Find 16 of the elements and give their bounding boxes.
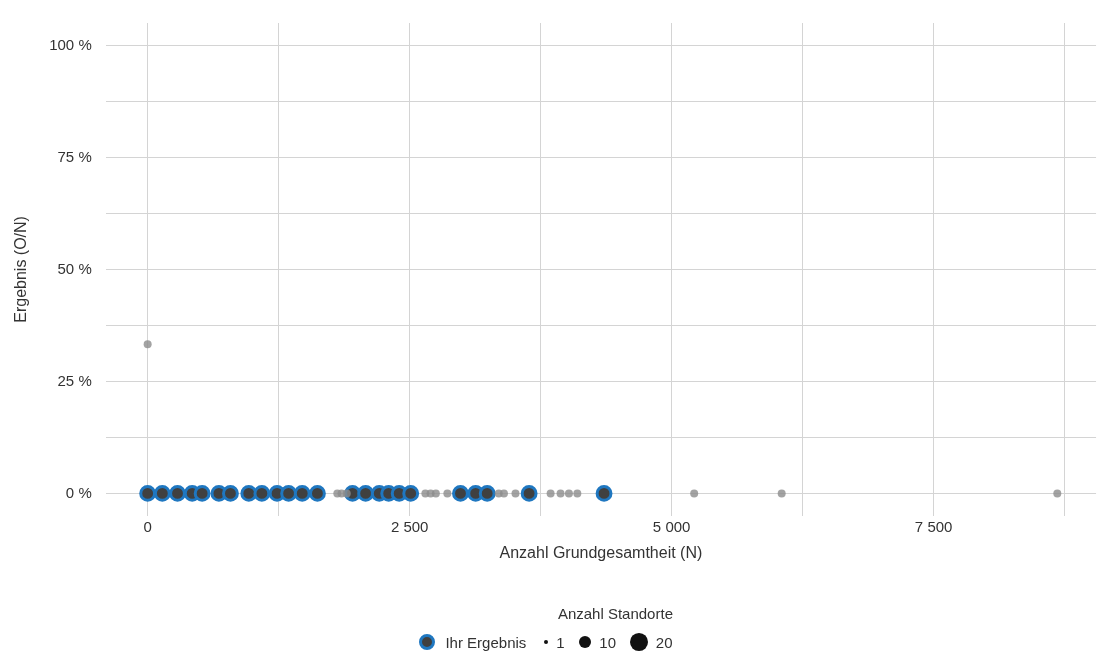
x-tick-label: 0 — [143, 517, 152, 535]
legend-label: 1 — [556, 633, 565, 651]
y-tick-label: 0 % — [65, 483, 92, 501]
legend-title: Anzahl Standorte — [557, 605, 673, 622]
y-tick-label: 25 % — [57, 371, 92, 389]
legend-label: Ihr Ergebnis — [445, 633, 527, 651]
x-tick-label: 2 500 — [390, 517, 429, 535]
x-tick-label: 7 500 — [914, 517, 953, 535]
legend-label: 10 — [599, 633, 616, 651]
y-tick-label: 100 % — [49, 35, 92, 53]
x-tick-label: 5 000 — [652, 517, 691, 535]
y-tick-label: 75 % — [57, 147, 92, 165]
legend-label: 20 — [655, 633, 673, 651]
y-tick-label: 50 % — [57, 259, 92, 277]
x-axis-title: Anzahl Grundgesamtheit (N) — [499, 543, 703, 561]
y-axis-title: Ergebnis (O/N) — [12, 216, 30, 323]
